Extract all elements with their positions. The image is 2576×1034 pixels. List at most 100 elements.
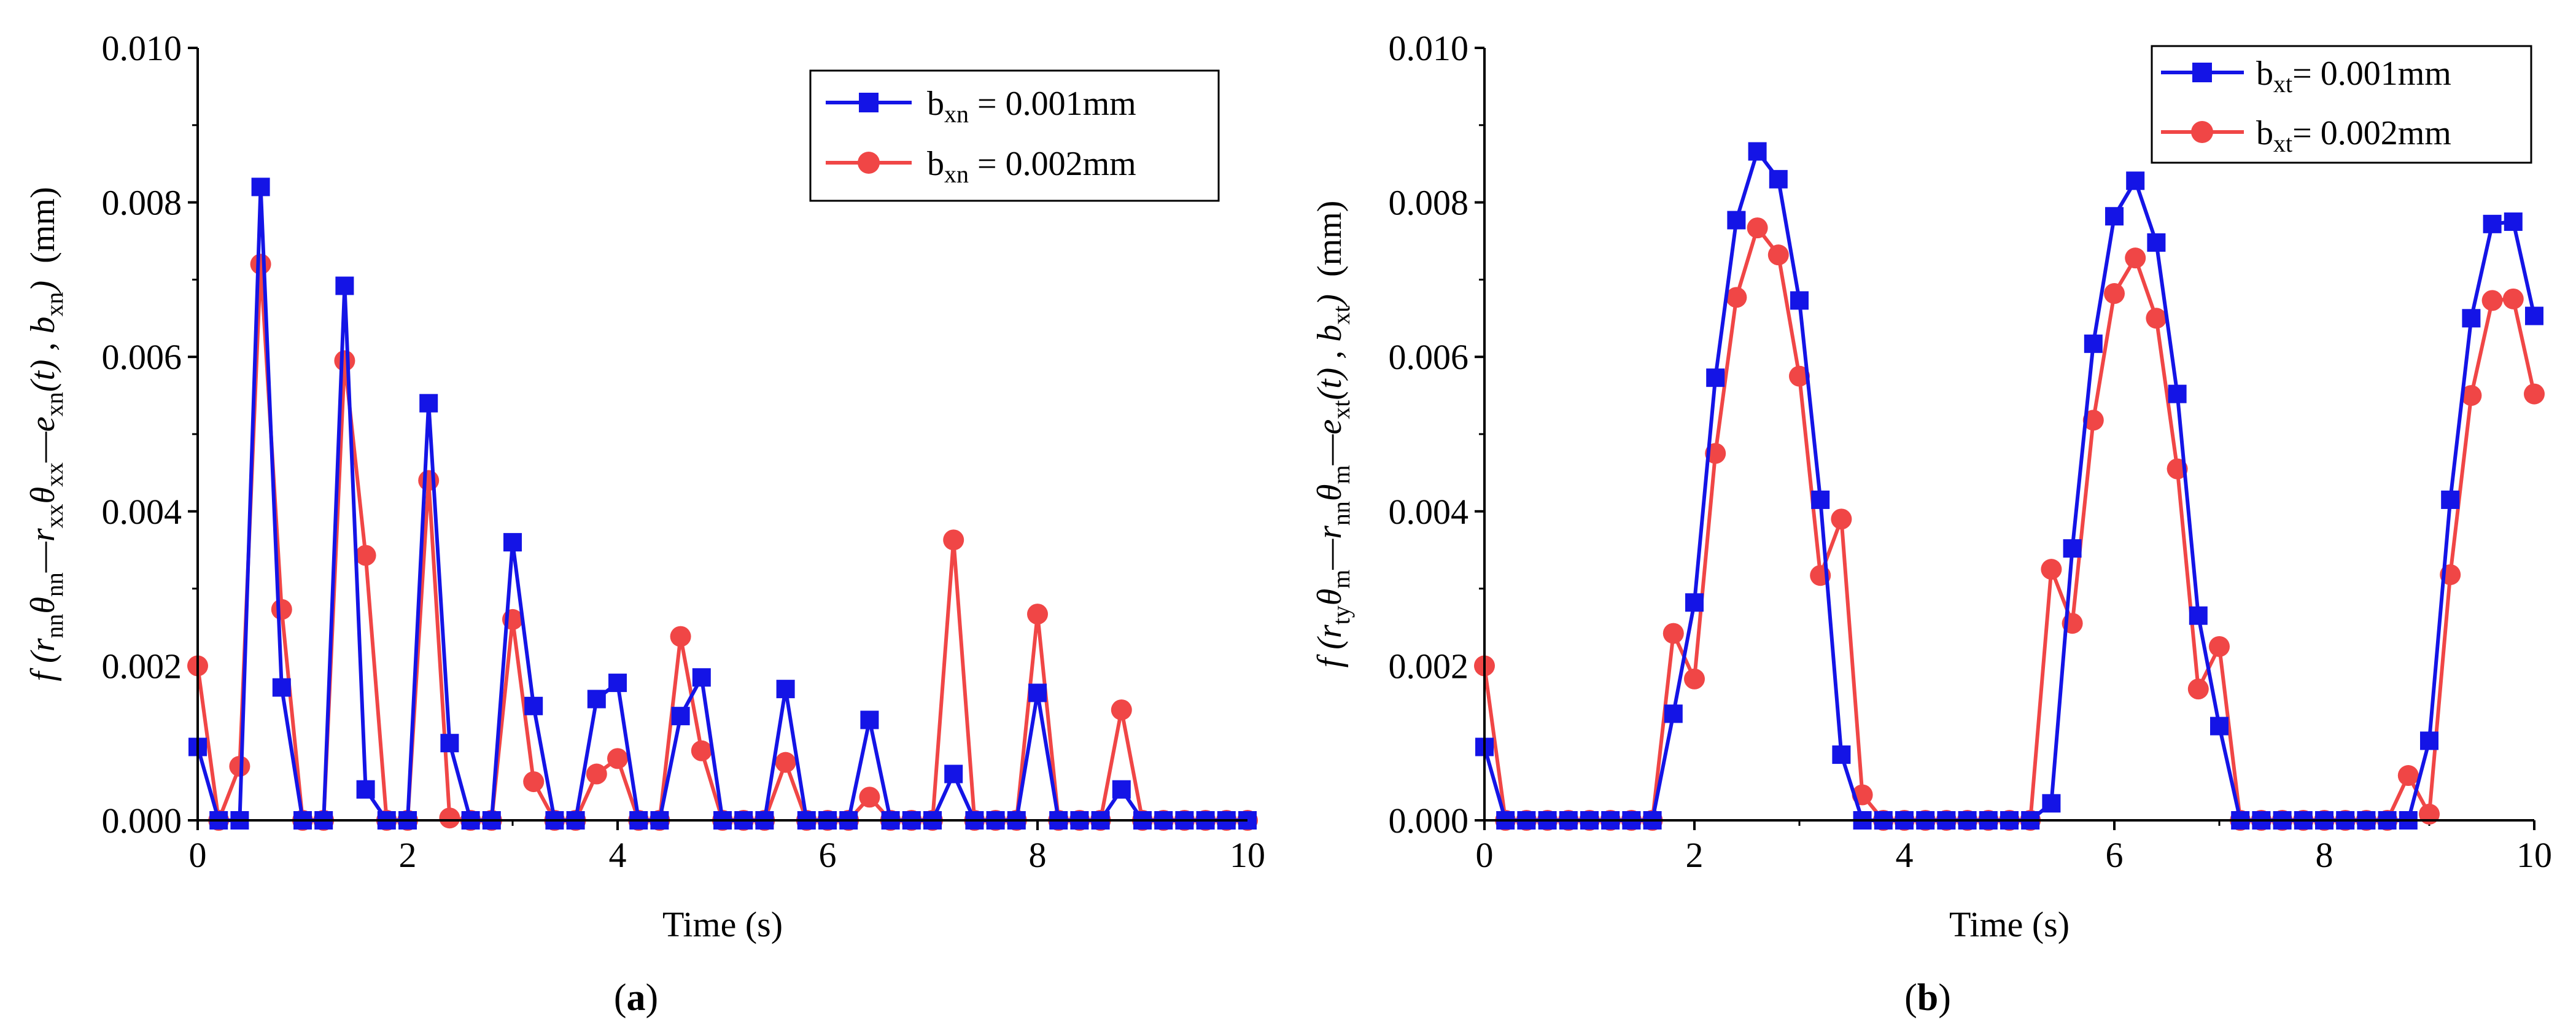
data-point-b-2 bbox=[2461, 385, 2482, 406]
x-tick-label-b: 10 bbox=[2516, 835, 2552, 875]
data-point-b-2 bbox=[2187, 678, 2209, 700]
data-point-b-1 bbox=[1727, 211, 1746, 230]
data-point-a-1 bbox=[1028, 683, 1047, 702]
y-tick-label-a: 0.006 bbox=[102, 337, 182, 377]
data-point-a-2 bbox=[775, 752, 796, 773]
data-point-b-1 bbox=[1811, 490, 1830, 509]
data-point-a-1 bbox=[524, 696, 543, 715]
data-point-b-1 bbox=[2525, 306, 2543, 325]
data-point-b-2 bbox=[1662, 623, 1684, 644]
caption-a: (a) bbox=[614, 977, 658, 1019]
y-tick-label-a: 0.002 bbox=[102, 646, 182, 686]
data-point-b-1 bbox=[2084, 334, 2103, 353]
x-tick-label-a: 4 bbox=[609, 835, 627, 875]
data-point-a-1 bbox=[944, 764, 963, 783]
data-point-a-2 bbox=[670, 626, 691, 647]
x-tick-label-a: 0 bbox=[189, 835, 207, 875]
y-tick-label-a: 0.004 bbox=[102, 492, 182, 532]
data-point-a-1 bbox=[1112, 780, 1131, 799]
data-point-b-1 bbox=[2504, 212, 2523, 231]
data-point-b-1 bbox=[1832, 745, 1851, 764]
data-point-a-2 bbox=[334, 350, 355, 371]
caption-b: (b) bbox=[1904, 977, 1951, 1019]
data-point-b-2 bbox=[2209, 636, 2230, 657]
data-point-b-2 bbox=[1767, 244, 1789, 266]
data-point-b-1 bbox=[2441, 490, 2460, 509]
svg-text:bxt= 0.002mm: bxt= 0.002mm bbox=[2256, 114, 2451, 157]
data-point-a-1 bbox=[251, 177, 270, 196]
data-point-a-1 bbox=[272, 678, 291, 697]
data-point-b-2 bbox=[2082, 410, 2104, 431]
data-point-a-1 bbox=[587, 690, 606, 709]
svg-text:bxt= 0.001mm: bxt= 0.001mm bbox=[2256, 55, 2451, 98]
legend-entry-b-2: bxt= 0.002mm bbox=[2161, 114, 2451, 157]
legend-label-b-2: b bbox=[2256, 114, 2273, 152]
y-tick-label-b: 0.006 bbox=[1389, 337, 1469, 377]
data-point-a-2 bbox=[439, 807, 460, 829]
y-tick-label-b: 0.002 bbox=[1389, 646, 1469, 686]
data-point-b-2 bbox=[2104, 283, 2125, 305]
y-tick-label-a: 0.008 bbox=[102, 183, 182, 223]
data-point-b-2 bbox=[1684, 668, 1705, 690]
data-point-b-1 bbox=[1685, 593, 1704, 612]
data-point-b-1 bbox=[2210, 717, 2229, 736]
svg-text:bxn = 0.001mm: bxn = 0.001mm bbox=[927, 85, 1136, 128]
data-point-a-2 bbox=[1027, 604, 1048, 625]
data-point-b-1 bbox=[2042, 794, 2061, 813]
data-point-b-1 bbox=[1664, 704, 1683, 723]
legend-entry-a-1: bxn = 0.001mm bbox=[826, 85, 1136, 128]
data-point-a-2 bbox=[271, 599, 292, 620]
x-tick-label-b: 6 bbox=[2106, 835, 2124, 875]
data-point-b-1 bbox=[1706, 368, 1725, 387]
data-point-a-2 bbox=[1111, 699, 1132, 721]
data-point-b-1 bbox=[2462, 309, 2481, 328]
data-point-a-2 bbox=[859, 787, 880, 808]
chart-panel-b: 0 2 4 6 8 10 0.000 0.002 0.004 0.006 0.008 0.010 T… bbox=[1311, 28, 2552, 1019]
data-point-b-2 bbox=[1831, 508, 1852, 530]
legend-b: bxt= 0.001mm bxt= 0.002mm bbox=[2151, 45, 2532, 164]
x-tick-label-b: 8 bbox=[2316, 835, 2334, 875]
data-point-b-1 bbox=[2420, 731, 2438, 750]
data-point-a-1 bbox=[335, 276, 354, 295]
data-point-a-1 bbox=[860, 710, 879, 729]
data-point-b-1 bbox=[2105, 207, 2124, 226]
data-point-b-2 bbox=[2397, 765, 2419, 787]
svg-text:bxn = 0.002mm: bxn = 0.002mm bbox=[927, 145, 1136, 188]
x-tick-label-a: 10 bbox=[1230, 835, 1265, 875]
data-point-a-2 bbox=[691, 740, 712, 761]
data-point-b-1 bbox=[2147, 233, 2166, 252]
x-tick-label-a: 6 bbox=[819, 835, 837, 875]
y-tick-label-b: 0.010 bbox=[1389, 28, 1469, 68]
data-point-b-2 bbox=[1789, 365, 1810, 387]
data-point-a-1 bbox=[419, 394, 438, 413]
y-tick-label-a: 0.000 bbox=[102, 801, 182, 841]
data-point-a-2 bbox=[250, 254, 271, 275]
y-tick-label-b: 0.004 bbox=[1389, 492, 1469, 532]
x-axis-label-a: Time (s) bbox=[662, 904, 783, 944]
y-tick-label-b: 0.008 bbox=[1389, 183, 1469, 223]
y-tick-labels-b: 0.000 0.002 0.004 0.006 0.008 0.010 bbox=[1389, 28, 1469, 841]
data-point-a-1 bbox=[692, 668, 711, 687]
data-point-b-2 bbox=[2481, 290, 2503, 311]
y-tick-label-a: 0.010 bbox=[102, 28, 182, 68]
data-point-a-1 bbox=[776, 680, 795, 699]
data-point-a-2 bbox=[523, 771, 545, 793]
data-point-b-2 bbox=[1747, 217, 1768, 239]
data-point-a-2 bbox=[943, 529, 964, 551]
x-tick-label-b: 2 bbox=[1686, 835, 1704, 875]
data-point-a-1 bbox=[503, 533, 522, 552]
data-point-b-1 bbox=[2126, 171, 2145, 190]
data-point-a-2 bbox=[418, 470, 440, 491]
data-point-b-2 bbox=[2041, 559, 2062, 580]
data-point-b-1 bbox=[2168, 384, 2187, 403]
data-point-a-2 bbox=[355, 545, 376, 566]
y-axis-label-a: f (rnnθnn—rxxθxx—exn(t) , bxn)(mm) bbox=[24, 187, 68, 681]
x-tick-label-b: 4 bbox=[1896, 835, 1914, 875]
x-tick-label-a: 2 bbox=[399, 835, 417, 875]
data-point-b-1 bbox=[1769, 169, 1788, 189]
data-point-a-1 bbox=[671, 707, 690, 726]
legend-a: bxn = 0.001mm bxn = 0.002mm bbox=[809, 69, 1220, 202]
data-point-a-1 bbox=[356, 780, 375, 799]
legend-entry-a-2: bxn = 0.002mm bbox=[826, 145, 1136, 188]
data-point-b-1 bbox=[1748, 142, 1767, 161]
